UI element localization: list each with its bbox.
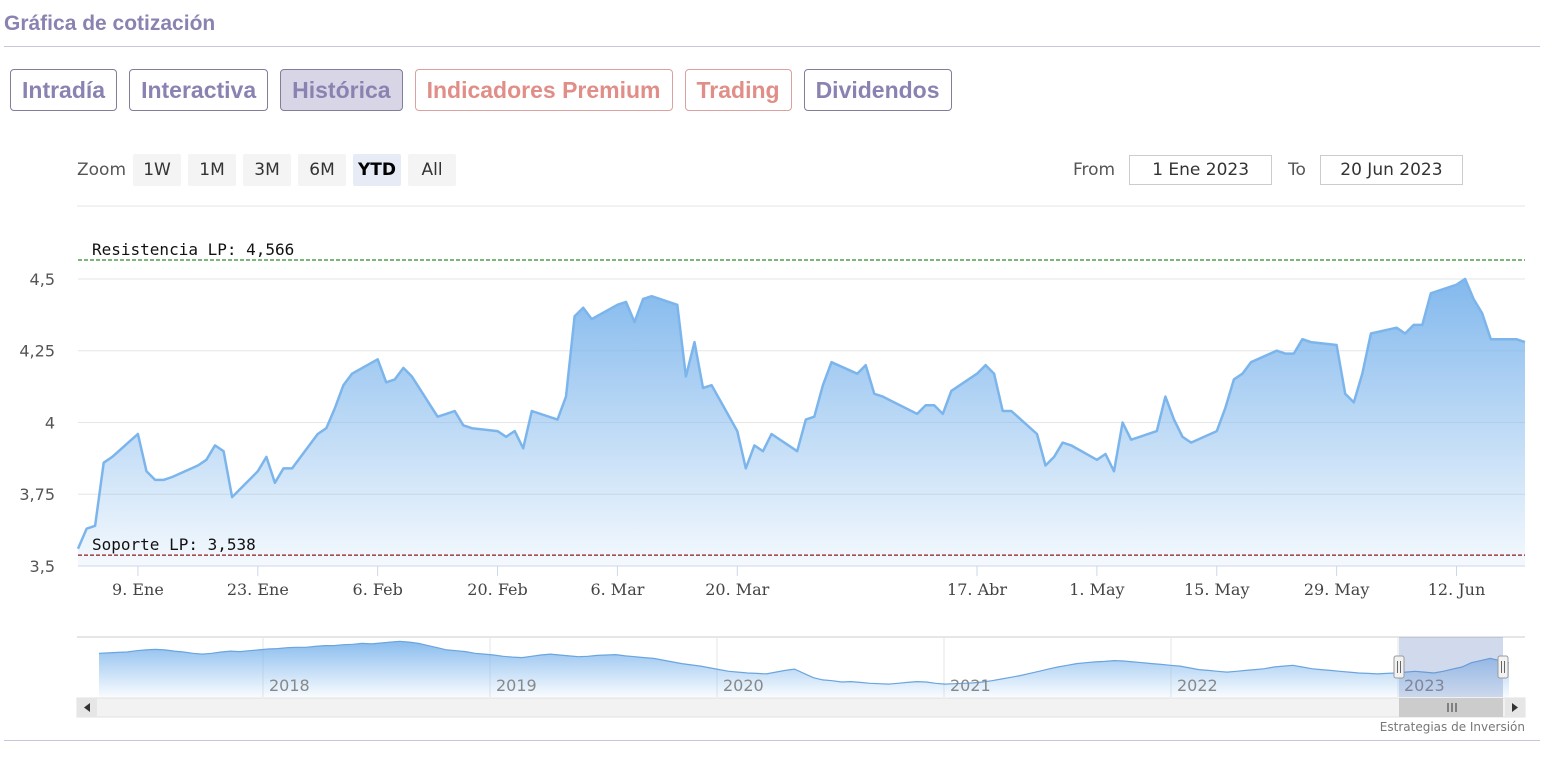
reference-lines: Resistencia LP: 4,566 Soporte LP: 3,538 <box>78 240 1525 556</box>
range-to: To 20 Jun 2023 <box>1288 155 1463 185</box>
y-axis: 3,5 3,75 4 4,25 4,5 <box>19 270 55 576</box>
tab-trading[interactable]: Trading <box>684 69 792 111</box>
chart-credit[interactable]: Estrategias de Inversión <box>1379 720 1525 734</box>
scrollbar-track[interactable] <box>76 697 1526 718</box>
from-label: From <box>1073 160 1116 180</box>
navigator-year-label: 2020 <box>723 676 764 695</box>
navigator-year-label: 2018 <box>269 676 310 695</box>
arrow-left-icon <box>84 703 90 712</box>
x-tick-label: 23. Ene <box>227 580 289 599</box>
tab-indicadores-premium[interactable]: Indicadores Premium <box>414 69 673 111</box>
navigator-handle-left[interactable] <box>1393 655 1405 679</box>
y-tick-label: 4,25 <box>19 342 55 361</box>
x-tick-label: 1. May <box>1069 580 1124 599</box>
title-divider <box>4 46 1540 47</box>
tab-interactiva[interactable]: Interactiva <box>129 69 269 111</box>
x-tick-label: 6. Feb <box>353 580 403 599</box>
tab-dividendos[interactable]: Dividendos <box>803 69 952 111</box>
navigator-selection[interactable] <box>1399 637 1503 697</box>
zoom-1w-button[interactable]: 1W <box>133 154 182 186</box>
x-tick-label: 29. May <box>1304 580 1370 599</box>
x-axis: 9. Ene 23. Ene 6. Feb 20. Feb 6. Mar 20. Mar 1… <box>78 565 1525 599</box>
price-series <box>76 277 1526 566</box>
x-tick-label: 20. Mar <box>705 580 769 599</box>
y-tick-label: 4 <box>45 413 55 432</box>
navigator-year-label: 2021 <box>950 676 991 695</box>
to-label: To <box>1288 160 1306 180</box>
x-tick-label: 6. Mar <box>590 580 644 599</box>
price-area <box>78 278 1525 566</box>
arrow-right-icon <box>1512 703 1518 712</box>
x-tick-label: 15. May <box>1184 580 1250 599</box>
price-line <box>76 277 1526 550</box>
chart-tabs: Intradía Interactiva Histórica Indicadores … <box>10 69 952 111</box>
scrollbar-thumb[interactable] <box>1399 698 1503 717</box>
section-title: Gráfica de cotización <box>4 12 216 35</box>
from-date-input[interactable]: 1 Ene 2023 <box>1129 155 1273 185</box>
bottom-divider <box>4 740 1540 741</box>
x-tick-label: 12. Jun <box>1428 580 1486 599</box>
reference-line-label: Soporte LP: 3,538 <box>92 535 256 554</box>
x-tick-label: 17. Abr <box>947 580 1007 599</box>
tab-intradía[interactable]: Intradía <box>10 69 118 111</box>
zoom-3m-button[interactable]: 3M <box>243 154 292 186</box>
zoom-all-button[interactable]: All <box>408 154 457 186</box>
x-tick-label: 20. Feb <box>467 580 527 599</box>
zoom-1m-button[interactable]: 1M <box>188 154 237 186</box>
navigator-year-label: 2022 <box>1177 676 1218 695</box>
navigator-area <box>99 641 1509 697</box>
zoom-6m-button[interactable]: 6M <box>298 154 347 186</box>
zoom-selector: Zoom 1W 1M 3M 6M YTD All <box>77 154 463 186</box>
navigator-line <box>98 640 1510 685</box>
navigator[interactable]: 2018 2019 2020 2021 2022 2023 <box>76 636 1526 718</box>
y-tick-label: 4,5 <box>30 270 55 289</box>
navigator-year-label: 2019 <box>496 676 537 695</box>
navigator-year-label: 2023 <box>1404 676 1445 695</box>
to-date-input[interactable]: 20 Jun 2023 <box>1319 155 1463 185</box>
reference-line-label: Resistencia LP: 4,566 <box>92 240 294 259</box>
tab-histórica[interactable]: Histórica <box>280 69 403 111</box>
zoom-ytd-button[interactable]: YTD <box>353 154 402 186</box>
zoom-label: Zoom <box>77 160 127 180</box>
y-tick-label: 3,75 <box>19 485 55 504</box>
y-tick-label: 3,5 <box>30 557 55 576</box>
range-from: From 1 Ene 2023 <box>1073 155 1273 185</box>
navigator-handle-right[interactable] <box>1497 655 1509 679</box>
x-tick-label: 9. Ene <box>112 580 164 599</box>
